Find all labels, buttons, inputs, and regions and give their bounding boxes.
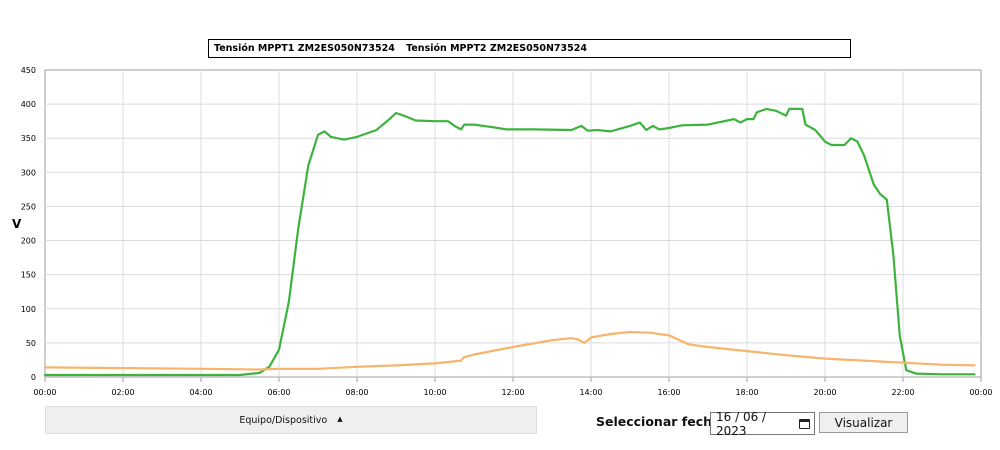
y-tick-label: 200 [21,237,36,246]
x-tick-label: 02:00 [111,388,134,397]
y-tick-label: 450 [21,66,36,75]
calendar-icon[interactable] [799,418,810,429]
x-tick-label: 06:00 [267,388,290,397]
y-tick-label: 100 [21,305,36,314]
y-tick-label: 400 [21,100,36,109]
x-tick-label: 18:00 [735,388,758,397]
caret-up-icon: ▲ [337,415,343,423]
series-line-2 [43,330,976,371]
x-tick-label: 14:00 [579,388,602,397]
y-tick-labels: 0 50 100 150 200 250 300 350 400 450 [21,66,36,382]
x-tick-labels: 00:00 02:00 04:00 06:00 08:00 10:00 12:00 14:00… [33,388,992,397]
legend: Tensión MPPT1 ZM2ES050N73524 Tensión MPP… [208,39,851,58]
chart: 0 50 100 150 200 250 300 350 400 450 00:00 02:00 04… [12,66,993,397]
y-tick-label: 150 [21,271,36,280]
y-axis-label: V [12,217,22,231]
y-tick-label: 50 [26,339,36,348]
x-tick-label: 00:00 [33,388,56,397]
x-tick-label: 20:00 [813,388,836,397]
x-tick-label: 00:00 [969,388,992,397]
legend-series-1: Tensión MPPT1 ZM2ES050N73524 [214,43,395,54]
x-tick-label: 22:00 [891,388,914,397]
legend-series-2: Tensión MPPT2 ZM2ES050N73524 [406,43,587,54]
y-tick-label: 350 [21,134,36,143]
date-label: Seleccionar fecha [596,414,721,429]
device-dropdown[interactable]: Equipo/Dispositivo ▲ [45,406,537,434]
x-tick-label: 08:00 [345,388,368,397]
x-gridlines [44,70,982,382]
y-tick-label: 250 [21,202,36,211]
series-layer [43,107,976,377]
date-value: 16 / 06 / 2023 [716,409,767,438]
y-tick-label: 300 [21,168,36,177]
device-dropdown-label: Equipo/Dispositivo [239,414,328,426]
visualize-button[interactable]: Visualizar [819,412,908,433]
x-tick-label: 04:00 [189,388,212,397]
x-tick-label: 16:00 [657,388,680,397]
y-tick-label: 0 [31,373,36,382]
x-tick-label: 12:00 [501,388,524,397]
series-line-1 [43,107,976,377]
date-input[interactable]: 16 / 06 / 2023 [710,409,815,438]
x-tick-label: 10:00 [423,388,446,397]
